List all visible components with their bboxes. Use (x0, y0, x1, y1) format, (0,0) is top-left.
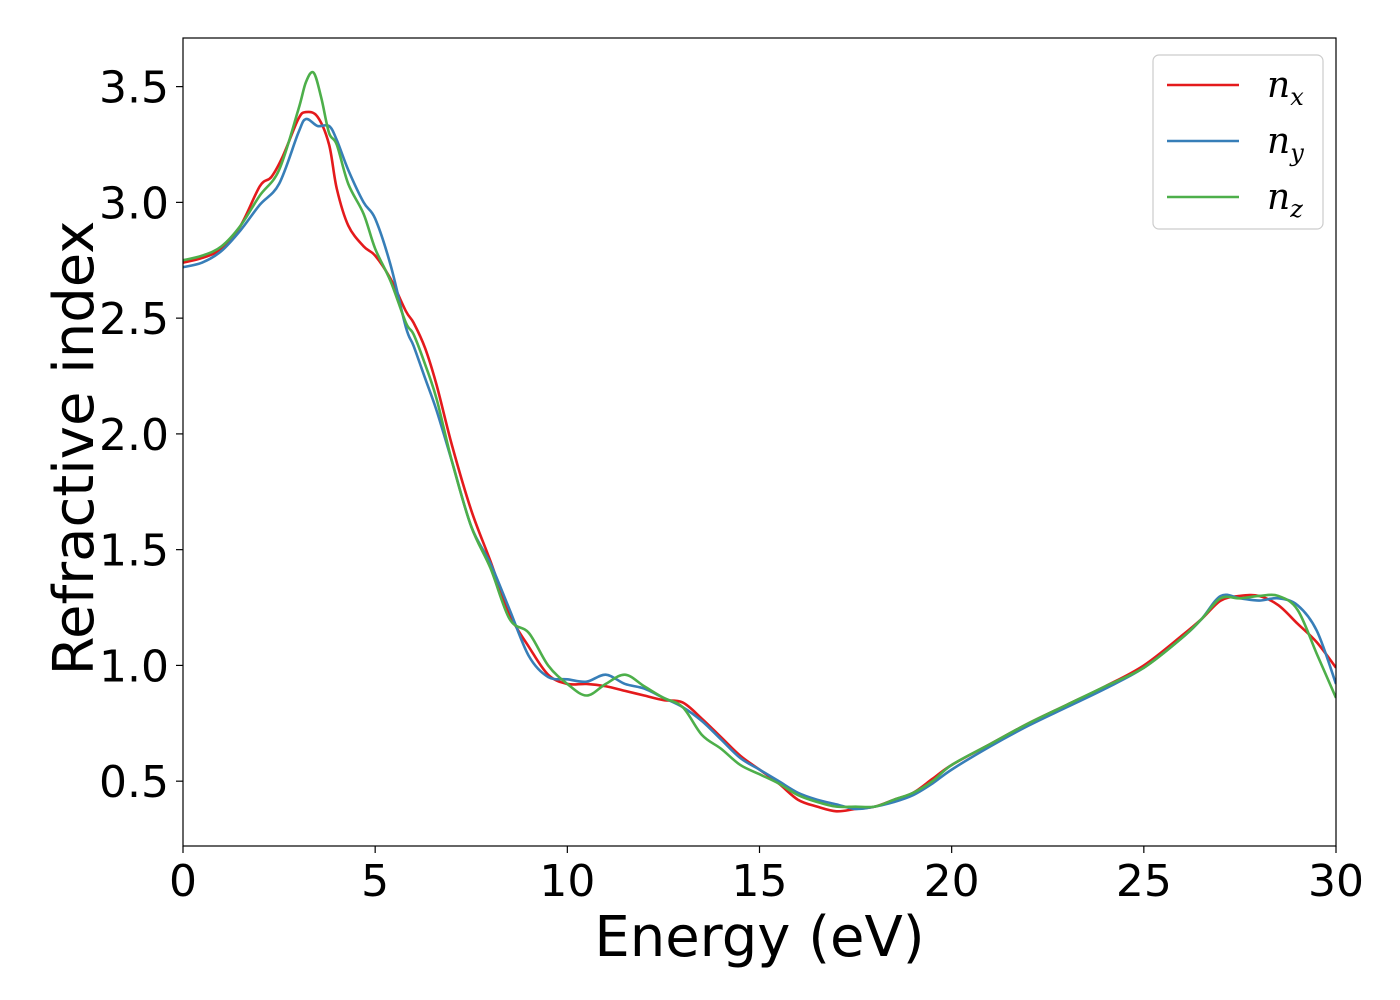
y-tick-label: 2.0 (99, 410, 169, 461)
series-line-z (183, 70, 1336, 809)
x-tick-label: 10 (539, 856, 595, 907)
legend-label-x: nx (1267, 65, 1304, 111)
y-tick-label: 3.0 (99, 178, 169, 229)
y-tick-label: 1.0 (99, 641, 169, 692)
x-ticks: 0 5 10 15 20 25 30 (169, 846, 1364, 907)
x-axis-title: Energy (eV) (594, 905, 924, 970)
x-tick-label: 30 (1308, 856, 1364, 907)
y-axis-title: Refractive index (42, 221, 107, 676)
y-tick-label: 1.5 (99, 526, 169, 577)
series-layer (183, 70, 1336, 813)
y-ticks: 0.5 1.0 1.5 2.0 2.5 3.0 3.5 (99, 63, 183, 808)
legend-label-z: nz (1267, 177, 1303, 223)
legend-label-y: ny (1267, 121, 1304, 167)
x-tick-label: 20 (924, 856, 980, 907)
y-tick-label: 0.5 (99, 757, 169, 808)
x-tick-label: 0 (169, 856, 197, 907)
y-tick-label: 3.5 (99, 63, 169, 114)
y-tick-label: 2.5 (99, 294, 169, 345)
x-tick-label: 25 (1116, 856, 1172, 907)
x-tick-label: 15 (732, 856, 788, 907)
legend: nx ny nz (1152, 54, 1324, 230)
x-tick-label: 5 (361, 856, 389, 907)
